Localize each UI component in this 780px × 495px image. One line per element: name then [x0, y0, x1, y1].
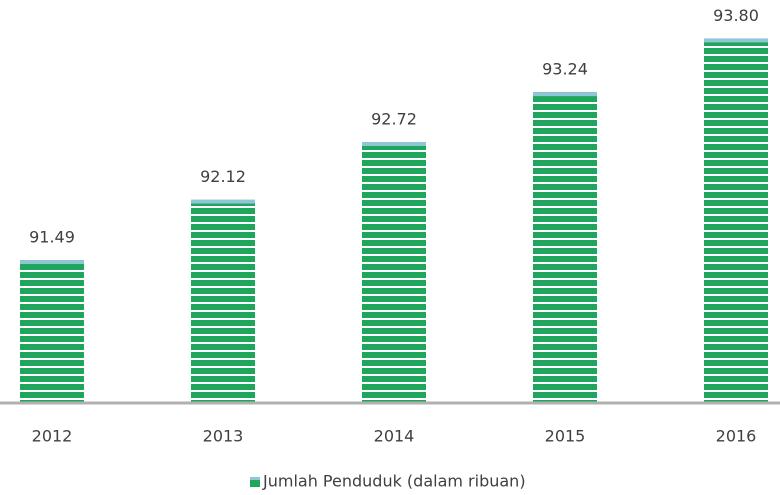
- bar-fill: [704, 38, 768, 403]
- bar: [533, 92, 597, 403]
- legend-swatch-cap: [250, 477, 260, 480]
- bar-cap: [362, 142, 426, 147]
- bar-fill: [191, 199, 255, 403]
- bar-cap: [20, 260, 84, 265]
- bar-fill: [533, 92, 597, 403]
- bar: [191, 199, 255, 403]
- value-label: 92.12: [200, 167, 246, 186]
- bar: [20, 260, 84, 403]
- value-label: 93.80: [713, 6, 759, 25]
- x-tick-label: 2013: [203, 427, 244, 446]
- bar: [704, 38, 768, 403]
- bar-fill: [362, 142, 426, 403]
- bar-cap: [533, 92, 597, 97]
- x-tick-label: 2012: [32, 427, 73, 446]
- legend-label: Jumlah Penduduk (dalam ribuan): [262, 472, 526, 491]
- bar-cap: [704, 38, 768, 43]
- bar-cap: [191, 199, 255, 204]
- x-tick-label: 2015: [545, 427, 586, 446]
- bar: [362, 142, 426, 403]
- value-label: 93.24: [542, 60, 588, 79]
- x-tick-label: 2014: [374, 427, 415, 446]
- bar-fill: [20, 260, 84, 403]
- legend-swatch: [250, 477, 260, 487]
- value-label: 91.49: [29, 228, 75, 247]
- value-label: 92.72: [371, 110, 417, 129]
- x-tick-label: 2016: [716, 427, 757, 446]
